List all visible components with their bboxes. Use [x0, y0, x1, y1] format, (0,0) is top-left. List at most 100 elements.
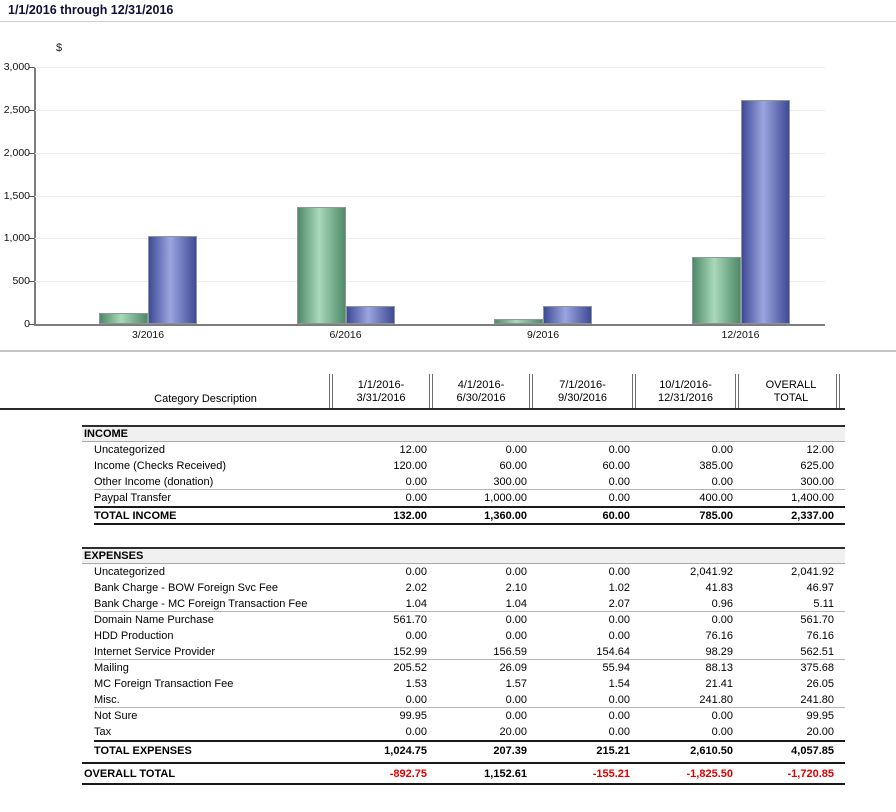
amount-cell[interactable]: 0.00: [608, 475, 630, 488]
amount-cell[interactable]: 21.41: [705, 678, 733, 690]
amount-cell[interactable]: 562.51: [800, 645, 834, 658]
amount-cell[interactable]: 88.13: [705, 662, 733, 674]
amount-cell[interactable]: 2,041.92: [690, 566, 733, 578]
amount-cell[interactable]: 2.02: [405, 582, 427, 594]
amount-cell[interactable]: 0.00: [505, 630, 527, 642]
amount-cell[interactable]: 0.00: [711, 444, 733, 456]
amount-cell[interactable]: 0.00: [505, 566, 527, 578]
amount-cell[interactable]: 0.96: [711, 597, 733, 610]
amount-cell[interactable]: 241.80: [800, 693, 834, 706]
amount-cell[interactable]: 12.00: [806, 444, 834, 456]
amount-cell[interactable]: 0.00: [608, 726, 630, 738]
amount-cell[interactable]: -155.21: [592, 767, 630, 780]
amount-cell[interactable]: 76.16: [806, 630, 834, 642]
amount-cell[interactable]: 1.02: [608, 582, 630, 594]
amount-cell[interactable]: 2.07: [608, 597, 630, 610]
amount-cell[interactable]: 561.70: [393, 614, 427, 626]
amount-cell[interactable]: 215.21: [596, 744, 630, 757]
amount-cell[interactable]: -1,720.85: [787, 767, 834, 780]
amount-cell[interactable]: 0.00: [608, 710, 630, 722]
amount-cell[interactable]: 1.54: [608, 678, 630, 690]
amount-cell[interactable]: 400.00: [699, 492, 733, 504]
amount-cell[interactable]: 385.00: [699, 460, 733, 472]
amount-cell[interactable]: 2,610.50: [690, 744, 733, 757]
amount-cell[interactable]: 1,000.00: [484, 492, 527, 504]
amount-cell[interactable]: 98.29: [705, 645, 733, 658]
amount-cell[interactable]: 0.00: [608, 566, 630, 578]
amount-cell[interactable]: 20.00: [806, 726, 834, 738]
amount-cell[interactable]: 0.00: [608, 492, 630, 504]
amount-cell[interactable]: 152.99: [393, 645, 427, 658]
amount-cell[interactable]: 5.11: [813, 597, 834, 610]
amount-cell[interactable]: -1,825.50: [686, 767, 733, 780]
amount-cell[interactable]: 0.00: [505, 710, 527, 722]
amount-cell[interactable]: 2,337.00: [791, 509, 834, 522]
expenses-bar[interactable]: [740, 100, 790, 324]
amount-cell[interactable]: 154.64: [596, 645, 630, 658]
amount-cell[interactable]: 20.00: [499, 726, 527, 738]
expenses-bar[interactable]: [345, 306, 395, 324]
table-header-row: Category Description 1/1/2016- 3/31/2016…: [0, 370, 845, 408]
amount-cell[interactable]: 0.00: [405, 492, 427, 504]
amount-cell[interactable]: 120.00: [393, 460, 427, 472]
amount-cell[interactable]: 0.00: [405, 630, 427, 642]
amount-cell[interactable]: 0.00: [405, 566, 427, 578]
amount-cell[interactable]: 300.00: [800, 475, 834, 488]
amount-cell[interactable]: 0.00: [608, 630, 630, 642]
amount-cell[interactable]: 60.00: [602, 460, 630, 472]
amount-cell[interactable]: 76.16: [705, 630, 733, 642]
amount-cell[interactable]: 1.04: [505, 597, 527, 610]
amount-cell[interactable]: 375.68: [800, 662, 834, 674]
amount-cell[interactable]: 0.00: [608, 693, 630, 706]
amount-cell[interactable]: 300.00: [493, 475, 527, 488]
expenses-bar[interactable]: [543, 306, 592, 324]
amount-cell[interactable]: 26.09: [499, 662, 527, 674]
expenses-bar[interactable]: [148, 236, 197, 324]
amount-cell[interactable]: 0.00: [505, 693, 527, 706]
amount-cell[interactable]: 785.00: [699, 509, 733, 522]
amount-cell[interactable]: 1.57: [505, 678, 527, 690]
amount-cell[interactable]: 0.00: [711, 614, 733, 626]
amount-cell[interactable]: 41.83: [705, 582, 733, 594]
amount-cell[interactable]: 625.00: [800, 460, 834, 472]
amount-cell[interactable]: 0.00: [405, 726, 427, 738]
amount-cell[interactable]: 60.00: [602, 509, 630, 522]
amount-cell[interactable]: 1.53: [405, 678, 427, 690]
income-bar[interactable]: [691, 257, 741, 324]
income-bar[interactable]: [99, 313, 148, 324]
amount-cell[interactable]: 99.95: [806, 710, 834, 722]
amount-cell[interactable]: 1,360.00: [484, 509, 527, 522]
amount-cell[interactable]: 1,024.75: [384, 744, 427, 757]
amount-cell[interactable]: -892.75: [389, 767, 427, 780]
amount-cell[interactable]: 0.00: [505, 444, 527, 456]
amount-cell[interactable]: 4,057.85: [791, 744, 834, 757]
amount-cell[interactable]: 26.05: [806, 678, 834, 690]
amount-cell[interactable]: 12.00: [399, 444, 427, 456]
income-bar[interactable]: [296, 207, 346, 324]
amount-cell[interactable]: 0.00: [711, 726, 733, 738]
amount-cell[interactable]: 2.10: [505, 582, 527, 594]
amount-cell[interactable]: 1.04: [405, 597, 427, 610]
amount-cell[interactable]: 60.00: [499, 460, 527, 472]
amount-cell[interactable]: 0.00: [405, 693, 427, 706]
table-row: Bank Charge - BOW Foreign Svc Fee 2.02 2…: [94, 580, 845, 596]
amount-cell[interactable]: 2,041.92: [791, 566, 834, 578]
amount-cell[interactable]: 241.80: [699, 693, 733, 706]
income-bar[interactable]: [494, 319, 543, 324]
amount-cell[interactable]: 205.52: [393, 662, 427, 674]
amount-cell[interactable]: 0.00: [608, 444, 630, 456]
amount-cell[interactable]: 55.94: [602, 662, 630, 674]
amount-cell[interactable]: 0.00: [608, 614, 630, 626]
amount-cell[interactable]: 1,400.00: [791, 492, 834, 504]
amount-cell[interactable]: 132.00: [393, 509, 427, 522]
amount-cell[interactable]: 99.95: [399, 710, 427, 722]
amount-cell[interactable]: 156.59: [493, 645, 527, 658]
amount-cell[interactable]: 561.70: [800, 614, 834, 626]
amount-cell[interactable]: 46.97: [806, 582, 834, 594]
amount-cell[interactable]: 0.00: [405, 475, 427, 488]
amount-cell[interactable]: 1,152.61: [484, 767, 527, 780]
amount-cell[interactable]: 0.00: [711, 710, 733, 722]
amount-cell[interactable]: 0.00: [505, 614, 527, 626]
amount-cell[interactable]: 0.00: [711, 475, 733, 488]
amount-cell[interactable]: 207.39: [493, 744, 527, 757]
